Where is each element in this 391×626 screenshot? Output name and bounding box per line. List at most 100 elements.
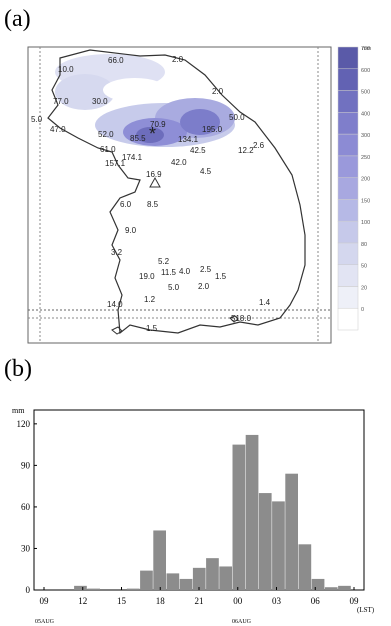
precipitation-map: * 10.0 66.0 2.0 77.0 30.0 2.0 5.0 47.0 7… — [27, 46, 372, 344]
legend-swatch — [337, 286, 359, 309]
station-value: 77.0 — [53, 97, 69, 106]
bar — [285, 473, 298, 590]
station-value: 30.0 — [92, 97, 108, 106]
station-value: 70.9 — [150, 120, 166, 129]
station-value: 5.0 — [168, 283, 180, 292]
station-value: 3.2 — [111, 248, 123, 257]
x-tick-label: 06 — [311, 596, 321, 606]
legend-label: 20 — [361, 285, 367, 291]
legend-swatch — [337, 220, 359, 244]
x-tick-label: 09 — [40, 596, 50, 606]
bar — [232, 444, 246, 590]
bar — [311, 578, 325, 590]
station-value: 5.0 — [31, 115, 43, 124]
station-value: 8.5 — [147, 200, 159, 209]
station-value: 2.6 — [253, 141, 265, 150]
legend-label: 150 — [361, 198, 370, 204]
bar — [179, 578, 193, 590]
legend-swatch — [337, 133, 359, 157]
rainfall-bar-chart: mm 0 30 60 90 120 09 12 15 18 21 00 03 06 09 (LST) 0… — [12, 406, 375, 625]
bar — [272, 501, 285, 590]
bar — [153, 530, 166, 590]
island — [229, 315, 239, 323]
legend-swatch — [337, 242, 359, 265]
legend-label: 200 — [361, 177, 370, 183]
bar — [258, 493, 272, 590]
station-value: 2.5 — [200, 265, 212, 274]
station-value: 1.5 — [146, 324, 158, 333]
y-tick-label: 0 — [26, 585, 31, 595]
station-value: 174.1 — [122, 153, 143, 162]
x-tick-label: 00 — [233, 596, 243, 606]
station-value: 5.2 — [158, 257, 170, 266]
panel-b-label: (b) — [4, 356, 32, 382]
station-value: 518.0 — [231, 314, 252, 323]
station-value: 50.0 — [229, 113, 245, 122]
bar — [298, 544, 312, 590]
legend-label: 300 — [361, 133, 370, 139]
island — [111, 326, 123, 335]
station-value: 52.0 — [98, 130, 114, 139]
legend-swatch — [337, 199, 359, 222]
legend-swatch — [337, 112, 359, 135]
plot-frame — [33, 409, 365, 591]
bar — [245, 434, 259, 590]
station-value: 9.0 — [125, 226, 137, 235]
y-ticks: 0 30 60 90 120 — [17, 419, 37, 595]
legend-label: 0 — [361, 307, 364, 313]
bar — [219, 566, 232, 590]
legend-swatch — [337, 264, 359, 287]
y-tick-label: 30 — [21, 543, 31, 553]
asterisk-marker-icon: * — [149, 124, 156, 144]
station-values: 10.0 66.0 2.0 77.0 30.0 2.0 5.0 47.0 70.… — [31, 55, 271, 333]
station-value: 1.5 — [215, 272, 227, 281]
station-value: 1.4 — [259, 298, 271, 307]
legend-swatch — [337, 155, 359, 178]
station-value: 157.1 — [105, 159, 126, 168]
legend-swatch — [337, 307, 359, 331]
bar — [140, 570, 153, 590]
bar — [166, 573, 180, 590]
station-value: 11.5 — [161, 268, 177, 277]
triangle-marker-icon — [149, 176, 161, 188]
legend-swatch — [337, 90, 359, 113]
station-value: 6.0 — [120, 200, 132, 209]
legend-label: 500 — [361, 90, 370, 96]
bars — [74, 434, 351, 590]
legend-label: 50 — [361, 264, 367, 270]
y-tick-label: 120 — [17, 419, 31, 429]
precip-shading — [55, 54, 235, 147]
station-value: 66.0 — [108, 56, 124, 65]
bar — [206, 558, 219, 590]
station-value: 2.0 — [198, 282, 210, 291]
station-value: 4.5 — [200, 167, 212, 176]
legend-label: 700 — [361, 46, 370, 52]
bar — [126, 588, 140, 590]
y-tick-label: 60 — [21, 502, 31, 512]
station-value: 10.0 — [58, 65, 74, 74]
x-tick-label: 03 — [272, 596, 282, 606]
legend-label: 400 — [361, 111, 370, 117]
panel-a-label: (a) — [4, 6, 31, 32]
bar — [324, 587, 338, 590]
station-value: 4.0 — [179, 267, 191, 276]
legend-label: 100 — [361, 220, 370, 226]
x-tick-label: 21 — [195, 596, 204, 606]
coastline — [47, 49, 306, 335]
station-value: 1.2 — [144, 295, 156, 304]
legend-swatch — [337, 177, 359, 200]
legend-label: 80 — [361, 242, 367, 248]
x-axis-unit: (LST) — [357, 606, 375, 614]
station-value: 12.2 — [238, 146, 254, 155]
x-tick-label: 09 — [350, 596, 360, 606]
station-value: 42.5 — [190, 146, 206, 155]
x-tick-label: 12 — [78, 596, 87, 606]
station-value: 2.0 — [212, 87, 224, 96]
station-value: 19.0 — [139, 272, 155, 281]
bar — [87, 588, 100, 590]
bar — [192, 567, 206, 590]
station-value: 195.0 — [202, 125, 223, 134]
x-tick-label: 18 — [156, 596, 166, 606]
precip-legend: 0 20 50 80 100 150 200 250 300 400 500 600 700 — [337, 46, 370, 331]
station-value: 16.9 — [146, 170, 162, 179]
